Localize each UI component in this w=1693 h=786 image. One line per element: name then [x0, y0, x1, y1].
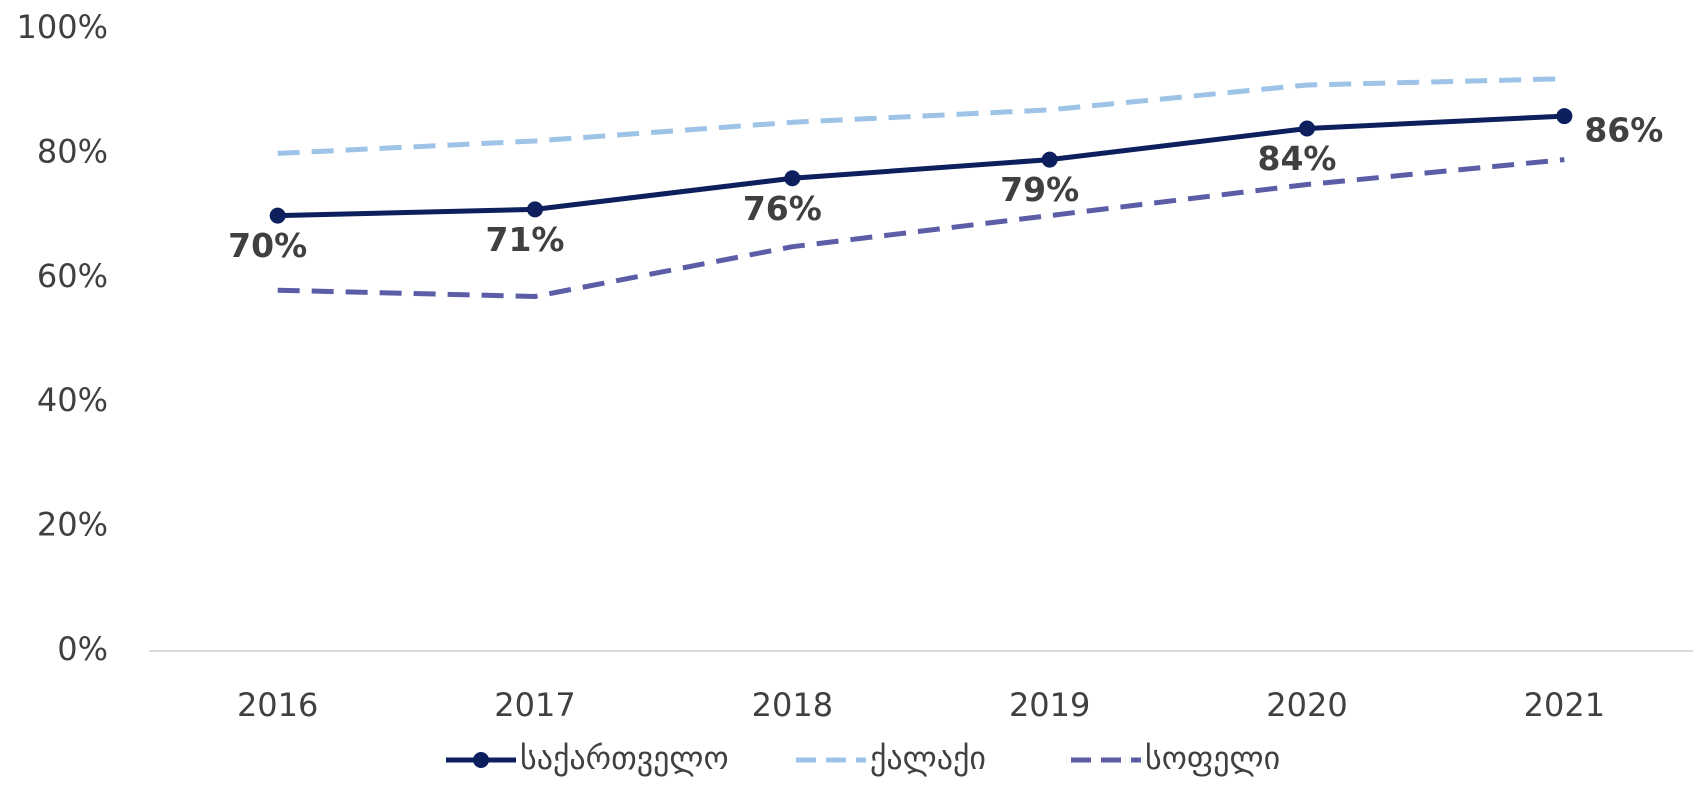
y-tick-label: 40%	[37, 381, 108, 419]
legend-label: საქართველო	[520, 739, 729, 777]
point	[1556, 108, 1573, 125]
x-tick-label: 2019	[1009, 686, 1090, 724]
legend-label: სოფელი	[1145, 739, 1280, 777]
point	[1299, 120, 1315, 137]
point	[1041, 151, 1058, 168]
x-tick-label: 2018	[752, 686, 833, 724]
series-line	[277, 76, 1565, 156]
x-tick-label: 2021	[1524, 686, 1605, 724]
y-tick-label: 60%	[37, 257, 108, 295]
legend-label: ქალაქი	[870, 739, 986, 777]
y-tick-label: 80%	[37, 132, 108, 170]
point	[527, 201, 543, 218]
series-line	[277, 157, 1565, 299]
y-tick-label: 100%	[17, 8, 108, 46]
value-label: 86%	[1584, 111, 1663, 150]
x-tick-label: 2017	[494, 686, 575, 724]
value-label: 70%	[228, 226, 307, 265]
legend-marker	[473, 752, 489, 768]
x-tick-label: 2016	[237, 686, 318, 724]
series-line	[277, 113, 1565, 219]
point	[269, 207, 286, 224]
value-label: 84%	[1258, 139, 1337, 178]
y-tick-label: 0%	[57, 630, 108, 668]
value-label: 76%	[743, 189, 822, 228]
y-tick-label: 20%	[37, 506, 108, 544]
value-label: 79%	[1000, 170, 1079, 209]
x-tick-label: 2020	[1266, 686, 1347, 724]
point	[784, 170, 801, 187]
value-label: 71%	[486, 220, 565, 259]
